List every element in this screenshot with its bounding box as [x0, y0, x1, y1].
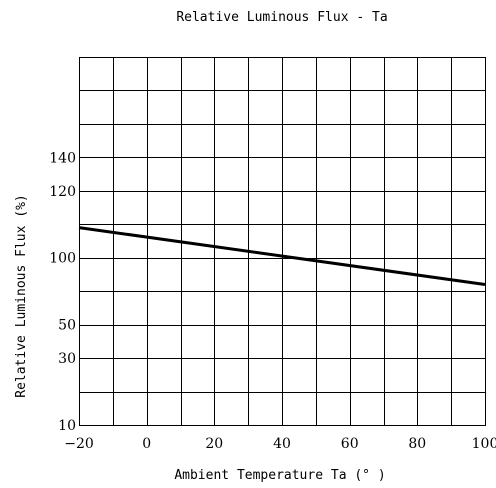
- y-tick-label: 10: [58, 418, 76, 434]
- y-axis-ticks: 140 120 100 50 30 10: [49, 150, 76, 434]
- chart-title: Relative Luminous Flux - Ta: [176, 10, 387, 25]
- x-tick-label: 0: [142, 436, 151, 452]
- y-tick-label: 50: [58, 318, 76, 334]
- y-axis-title: Relative Luminous Flux (%): [14, 194, 29, 398]
- plot-series: [78, 226, 486, 286]
- x-axis-title: Ambient Temperature Ta (° ): [174, 468, 385, 483]
- series-line-0: [78, 226, 486, 286]
- x-tick-label: 40: [273, 436, 291, 452]
- x-tick-label: 20: [205, 436, 223, 452]
- x-axis-ticks: −20 0 20 40 60 80 100: [64, 436, 496, 452]
- y-tick-label: 120: [49, 184, 76, 200]
- y-tick-label: 30: [58, 351, 76, 367]
- x-tick-label: 80: [408, 436, 426, 452]
- y-tick-label: 100: [49, 251, 76, 267]
- x-tick-label: 100: [472, 436, 496, 452]
- y-tick-label: 140: [49, 150, 76, 166]
- x-tick-label: −20: [64, 436, 94, 452]
- plot-frame: [78, 56, 487, 427]
- plot-grid: [78, 56, 487, 427]
- x-tick-label: 60: [341, 436, 359, 452]
